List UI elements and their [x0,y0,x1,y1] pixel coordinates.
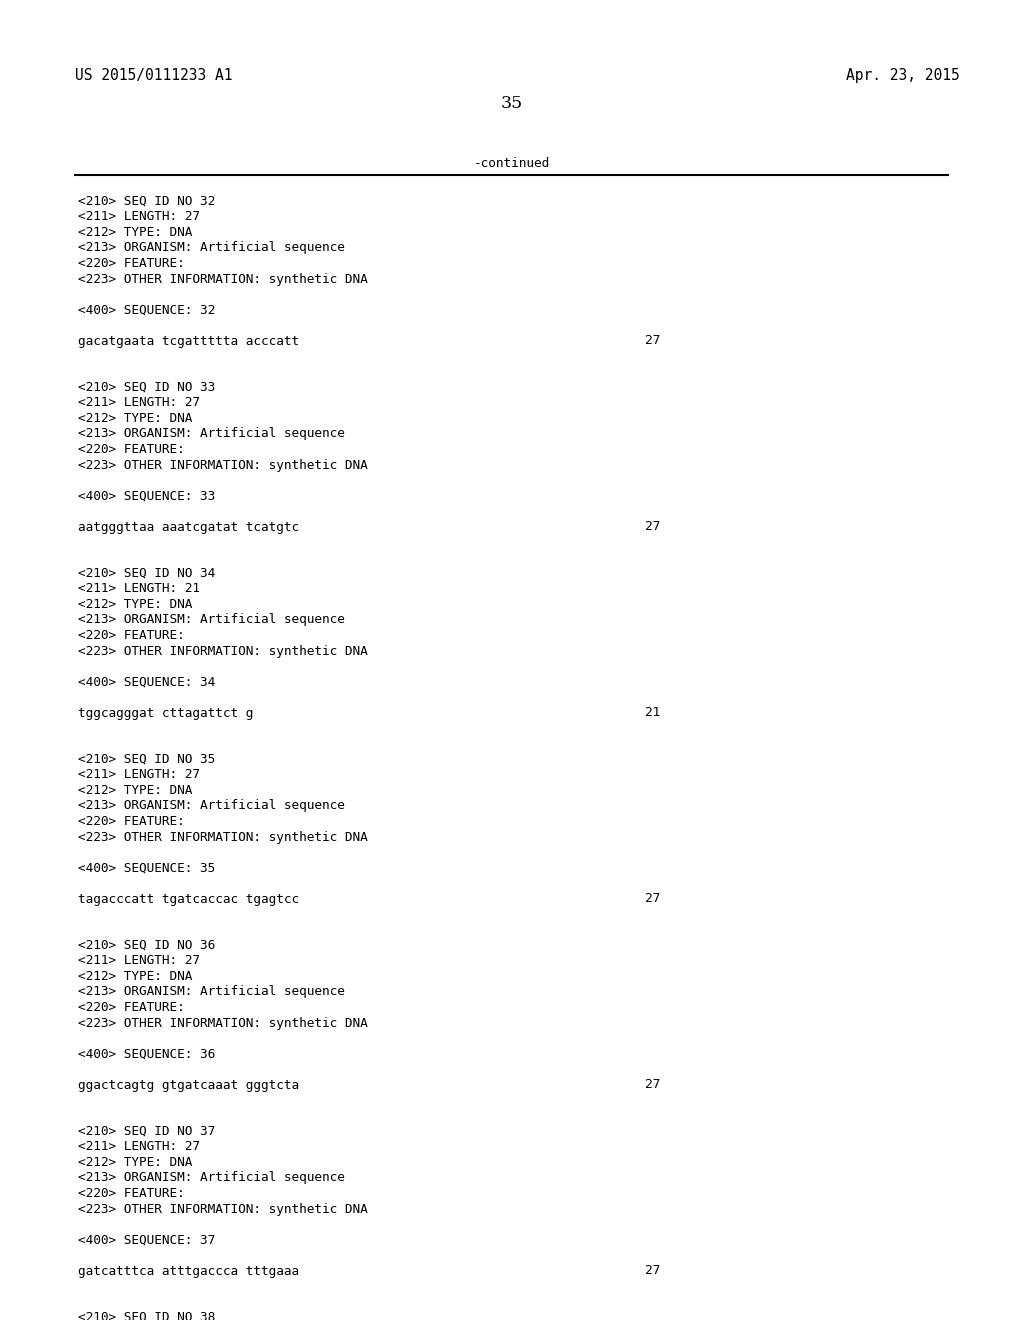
Text: 27: 27 [645,1265,660,1278]
Text: <212> TYPE: DNA: <212> TYPE: DNA [78,1156,193,1170]
Text: <400> SEQUENCE: 36: <400> SEQUENCE: 36 [78,1048,215,1060]
Text: <213> ORGANISM: Artificial sequence: <213> ORGANISM: Artificial sequence [78,1172,345,1184]
Text: aatgggttaa aaatcgatat tcatgtc: aatgggttaa aaatcgatat tcatgtc [78,520,299,533]
Text: <211> LENGTH: 27: <211> LENGTH: 27 [78,954,200,968]
Text: <212> TYPE: DNA: <212> TYPE: DNA [78,598,193,611]
Text: <220> FEATURE:: <220> FEATURE: [78,257,184,271]
Text: <213> ORGANISM: Artificial sequence: <213> ORGANISM: Artificial sequence [78,986,345,998]
Text: <212> TYPE: DNA: <212> TYPE: DNA [78,226,193,239]
Text: 35: 35 [501,95,523,112]
Text: <212> TYPE: DNA: <212> TYPE: DNA [78,784,193,797]
Text: <211> LENGTH: 21: <211> LENGTH: 21 [78,582,200,595]
Text: <213> ORGANISM: Artificial sequence: <213> ORGANISM: Artificial sequence [78,614,345,627]
Text: <211> LENGTH: 27: <211> LENGTH: 27 [78,1140,200,1154]
Text: gatcatttca atttgaccca tttgaaa: gatcatttca atttgaccca tttgaaa [78,1265,299,1278]
Text: <210> SEQ ID NO 35: <210> SEQ ID NO 35 [78,752,215,766]
Text: Apr. 23, 2015: Apr. 23, 2015 [846,69,961,83]
Text: <210> SEQ ID NO 32: <210> SEQ ID NO 32 [78,195,215,209]
Text: <210> SEQ ID NO 38: <210> SEQ ID NO 38 [78,1311,215,1320]
Text: <213> ORGANISM: Artificial sequence: <213> ORGANISM: Artificial sequence [78,428,345,441]
Text: <223> OTHER INFORMATION: synthetic DNA: <223> OTHER INFORMATION: synthetic DNA [78,830,368,843]
Text: <213> ORGANISM: Artificial sequence: <213> ORGANISM: Artificial sequence [78,800,345,813]
Text: <223> OTHER INFORMATION: synthetic DNA: <223> OTHER INFORMATION: synthetic DNA [78,644,368,657]
Text: <223> OTHER INFORMATION: synthetic DNA: <223> OTHER INFORMATION: synthetic DNA [78,1016,368,1030]
Text: gacatgaata tcgattttta acccatt: gacatgaata tcgattttta acccatt [78,334,299,347]
Text: <223> OTHER INFORMATION: synthetic DNA: <223> OTHER INFORMATION: synthetic DNA [78,458,368,471]
Text: <400> SEQUENCE: 33: <400> SEQUENCE: 33 [78,490,215,503]
Text: <211> LENGTH: 27: <211> LENGTH: 27 [78,768,200,781]
Text: <210> SEQ ID NO 34: <210> SEQ ID NO 34 [78,568,215,579]
Text: tggcagggat cttagattct g: tggcagggat cttagattct g [78,706,253,719]
Text: <210> SEQ ID NO 37: <210> SEQ ID NO 37 [78,1125,215,1138]
Text: <400> SEQUENCE: 34: <400> SEQUENCE: 34 [78,676,215,689]
Text: <210> SEQ ID NO 33: <210> SEQ ID NO 33 [78,381,215,393]
Text: 27: 27 [645,334,660,347]
Text: US 2015/0111233 A1: US 2015/0111233 A1 [75,69,232,83]
Text: <211> LENGTH: 27: <211> LENGTH: 27 [78,210,200,223]
Text: 27: 27 [645,1078,660,1092]
Text: <220> FEATURE:: <220> FEATURE: [78,1001,184,1014]
Text: tagacccatt tgatcaccac tgagtcc: tagacccatt tgatcaccac tgagtcc [78,892,299,906]
Text: 27: 27 [645,520,660,533]
Text: <400> SEQUENCE: 32: <400> SEQUENCE: 32 [78,304,215,317]
Text: <223> OTHER INFORMATION: synthetic DNA: <223> OTHER INFORMATION: synthetic DNA [78,272,368,285]
Text: <223> OTHER INFORMATION: synthetic DNA: <223> OTHER INFORMATION: synthetic DNA [78,1203,368,1216]
Text: <211> LENGTH: 27: <211> LENGTH: 27 [78,396,200,409]
Text: -continued: -continued [474,157,550,170]
Text: <212> TYPE: DNA: <212> TYPE: DNA [78,412,193,425]
Text: 21: 21 [645,706,660,719]
Text: <220> FEATURE:: <220> FEATURE: [78,814,184,828]
Text: <220> FEATURE:: <220> FEATURE: [78,630,184,642]
Text: <400> SEQUENCE: 35: <400> SEQUENCE: 35 [78,862,215,874]
Text: <400> SEQUENCE: 37: <400> SEQUENCE: 37 [78,1233,215,1246]
Text: <210> SEQ ID NO 36: <210> SEQ ID NO 36 [78,939,215,952]
Text: <212> TYPE: DNA: <212> TYPE: DNA [78,970,193,983]
Text: ggactcagtg gtgatcaaat gggtcta: ggactcagtg gtgatcaaat gggtcta [78,1078,299,1092]
Text: <220> FEATURE:: <220> FEATURE: [78,1187,184,1200]
Text: 27: 27 [645,892,660,906]
Text: <213> ORGANISM: Artificial sequence: <213> ORGANISM: Artificial sequence [78,242,345,255]
Text: <220> FEATURE:: <220> FEATURE: [78,444,184,455]
